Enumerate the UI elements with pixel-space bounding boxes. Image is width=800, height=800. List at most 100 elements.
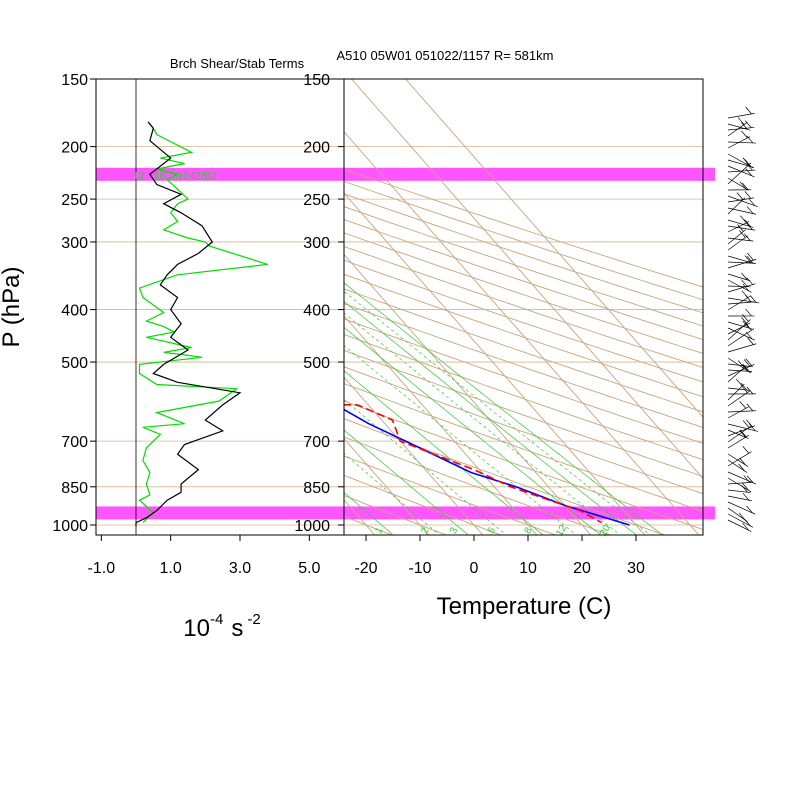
wind-barb bbox=[727, 229, 746, 245]
mixing-ratio-line bbox=[344, 429, 469, 535]
dry-adiabat-line bbox=[344, 206, 703, 327]
wind-barb-feather bbox=[747, 252, 754, 261]
wind-barb bbox=[727, 195, 758, 208]
wind-barb bbox=[727, 122, 747, 137]
panel1-y-tick-label: 700 bbox=[61, 434, 88, 451]
dry-adiabat-lines bbox=[344, 168, 703, 535]
wind-barb-feather bbox=[739, 181, 747, 189]
wind-barb bbox=[727, 343, 757, 353]
panel1-x-tick-label: 5.0 bbox=[298, 560, 320, 577]
panel2-y-tick-label: 400 bbox=[303, 303, 330, 320]
wind-barb-feather bbox=[738, 512, 746, 521]
wind-barb-feather bbox=[741, 279, 748, 287]
wind-barb bbox=[727, 495, 752, 502]
panel2-x-tick-label: -20 bbox=[354, 560, 377, 577]
wind-barb-feather bbox=[741, 385, 748, 393]
mixing-ratio-line bbox=[344, 345, 577, 535]
panel1-x-tick-label: 3.0 bbox=[229, 560, 251, 577]
panel2-x-tick-label: 0 bbox=[470, 560, 479, 577]
wind-barb bbox=[727, 327, 755, 341]
panel2-x-tick-label: 30 bbox=[627, 560, 645, 577]
dry-adiabat-line bbox=[344, 168, 703, 288]
mixing-ratio-label: 28 bbox=[195, 170, 207, 182]
wind-barb bbox=[727, 261, 757, 264]
panel2-y-ticks: 150 200 250 300 400 500 700 850 1000 bbox=[294, 72, 344, 535]
mixing-ratio-label: 8 bbox=[522, 525, 535, 536]
wind-barb bbox=[727, 365, 747, 383]
wind-barb bbox=[727, 283, 756, 293]
wind-barb bbox=[727, 390, 751, 407]
wind-barb bbox=[727, 136, 751, 149]
wind-barb bbox=[727, 113, 755, 119]
panel1-y-ticks: 150 200 250 300 400 500 700 850 1000 bbox=[52, 72, 96, 535]
highlight-band bbox=[96, 167, 344, 181]
wind-barb-feather bbox=[741, 182, 749, 191]
wind-barb-feather bbox=[746, 256, 754, 264]
wind-barb-feather bbox=[742, 522, 749, 531]
wind-barb-feather bbox=[742, 492, 750, 501]
wind-barb-feather bbox=[741, 290, 749, 298]
dry-adiabat-line bbox=[344, 318, 703, 444]
wind-barb-feather bbox=[744, 219, 751, 227]
panel2-x-tick-label: -10 bbox=[408, 560, 431, 577]
panel1-y-tick-label: 150 bbox=[61, 72, 88, 89]
dry-adiabat-line bbox=[344, 219, 703, 341]
isotherm-lines bbox=[344, 79, 703, 535]
panel2-x-tick-label: 20 bbox=[573, 560, 591, 577]
wind-barb-feather bbox=[746, 277, 753, 285]
x-label-unit-exponent: -2 bbox=[247, 611, 260, 628]
mixing-ratio-label: 32 bbox=[205, 170, 217, 182]
wind-barb bbox=[727, 410, 756, 413]
dry-adiabat-line bbox=[344, 383, 703, 512]
wind-barb-feather bbox=[743, 359, 751, 367]
wind-barb bbox=[727, 406, 749, 419]
wind-barb-feather bbox=[739, 401, 747, 409]
panel2-y-tick-label: 250 bbox=[303, 192, 330, 209]
mixing-ratio-label: 20 bbox=[598, 523, 613, 539]
wind-barb-feather bbox=[739, 457, 746, 466]
panel1-x-tick-label: -1.0 bbox=[88, 560, 116, 577]
panel1-grid bbox=[96, 78, 344, 526]
wind-barb-feather bbox=[745, 323, 752, 331]
dry-adiabat-line bbox=[344, 455, 557, 535]
wind-barb-feather bbox=[745, 120, 752, 128]
mixing-ratio-label: 5 bbox=[486, 525, 499, 536]
panel1-x-axis-label: 10-4 s -2 bbox=[183, 611, 260, 642]
mixing-ratio-label: 16 bbox=[153, 170, 165, 182]
mixing-ratio-line bbox=[344, 326, 602, 535]
wind-barb-feather bbox=[737, 360, 745, 368]
panel2-x-ticks: -20 -10 0 10 20 30 bbox=[354, 535, 645, 577]
wind-barb bbox=[727, 519, 752, 532]
wind-barb bbox=[727, 489, 751, 493]
panel2-frame bbox=[343, 78, 704, 536]
wind-barb bbox=[727, 221, 750, 233]
mixing-ratio-label: 12 bbox=[133, 170, 145, 182]
wind-barb-feather bbox=[740, 215, 747, 223]
wind-barb bbox=[727, 513, 754, 528]
wind-barb bbox=[727, 273, 751, 282]
wind-barb bbox=[727, 423, 759, 432]
wind-barb bbox=[727, 477, 752, 493]
wind-barb-feather bbox=[745, 168, 753, 177]
wind-barb bbox=[727, 235, 749, 251]
panel2-y-tick-label: 300 bbox=[303, 235, 330, 252]
mixing-ratio-line bbox=[344, 370, 544, 535]
mixing-ratio-lines bbox=[344, 282, 663, 535]
wind-barb bbox=[727, 425, 752, 443]
panel2-title: A510 05W01 051022/1157 R= 581km bbox=[337, 48, 554, 63]
isotherm-line bbox=[344, 315, 538, 535]
wind-barb bbox=[727, 295, 751, 311]
wind-barb-feather bbox=[745, 222, 753, 230]
wind-barb-feather bbox=[747, 337, 754, 345]
wind-barb-feather bbox=[745, 308, 752, 317]
wind-barbs bbox=[727, 106, 760, 532]
mixing-ratio-line bbox=[344, 453, 440, 535]
dry-adiabat-line bbox=[344, 232, 703, 354]
wind-barb-feather bbox=[742, 157, 750, 166]
highlight-band bbox=[344, 506, 703, 520]
wind-barb-feather bbox=[746, 163, 753, 171]
wind-barb-feather bbox=[742, 483, 749, 491]
wind-barb bbox=[727, 328, 755, 347]
wind-barb bbox=[727, 255, 754, 264]
